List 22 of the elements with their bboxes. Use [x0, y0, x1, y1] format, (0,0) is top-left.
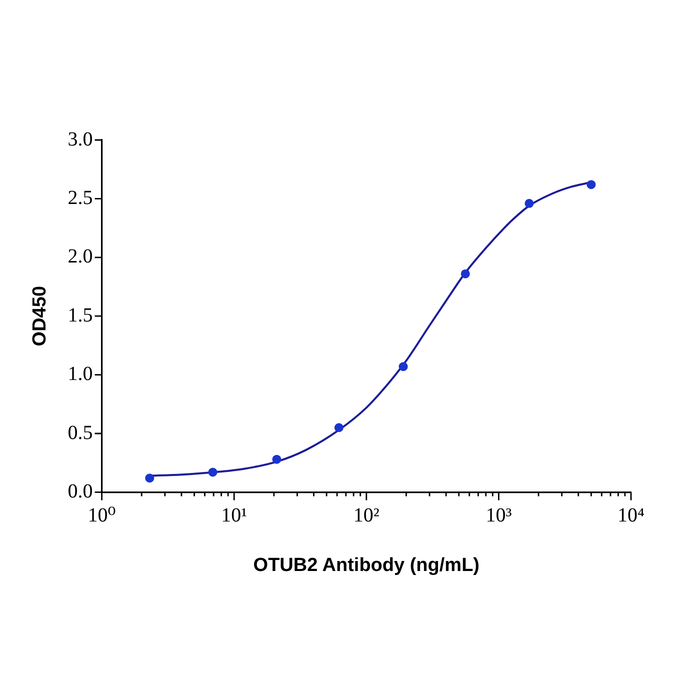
y-tick-label: 1.5 [68, 304, 93, 326]
point [460, 269, 470, 278]
y-axis-title: OD450 [30, 286, 51, 346]
x-axis-title: OTUB2 Antibody (ng/mL) [253, 554, 480, 576]
x-tick-label: 10³ [486, 504, 512, 526]
x-tick-label: 10⁰ [88, 504, 116, 526]
point [524, 198, 534, 208]
point [398, 362, 408, 372]
y-tick-label: 2.0 [68, 246, 93, 268]
x-tick-label: 10⁴ [618, 504, 645, 526]
y-tick-label: 0.0 [68, 480, 93, 502]
x-tick-label: 10¹ [221, 504, 248, 526]
y-tick-label: 2.5 [68, 186, 93, 209]
point [586, 180, 596, 190]
point [272, 454, 282, 464]
x-tick-label: 10² [353, 504, 380, 526]
point [208, 468, 218, 477]
y-tick-label: 3.0 [68, 128, 93, 150]
point [145, 474, 154, 483]
y-tick-label: 1.0 [68, 363, 93, 386]
y-tick-label: 0.5 [68, 422, 93, 444]
point [334, 423, 344, 432]
